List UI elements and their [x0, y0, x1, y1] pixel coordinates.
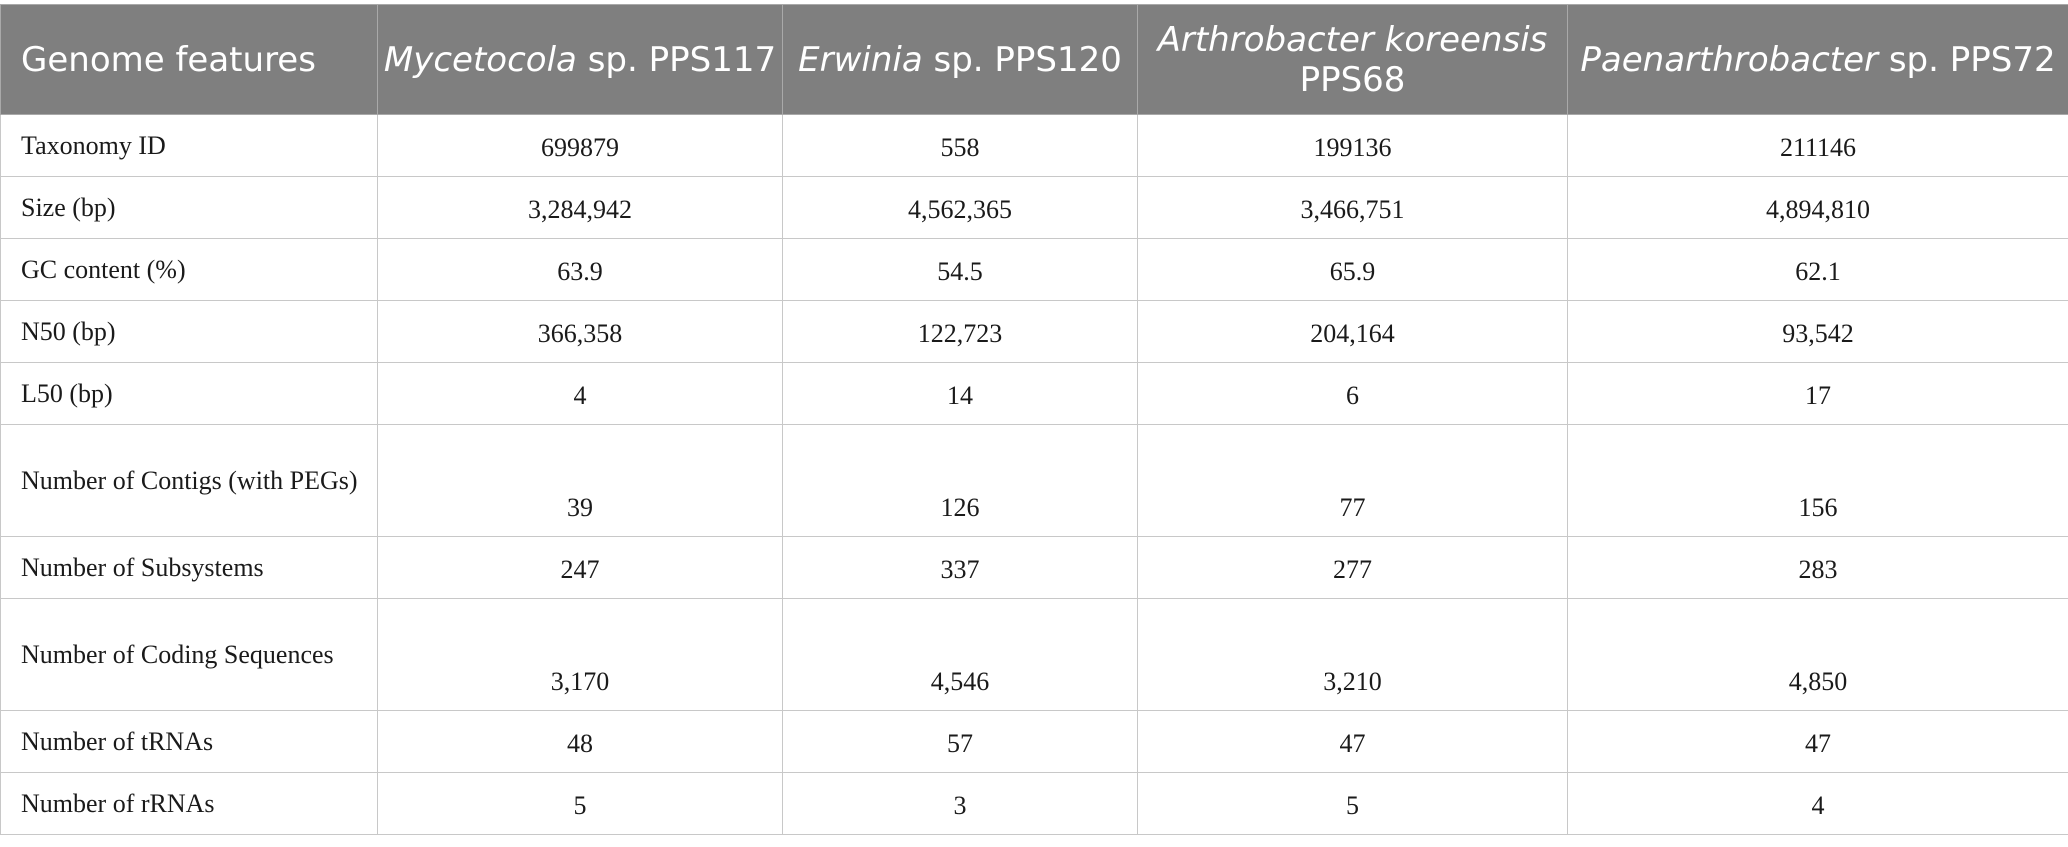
table-cell: 93,542	[1567, 300, 2068, 363]
table-cell: 3,284,942	[377, 176, 783, 239]
table-cell: 65.9	[1137, 238, 1568, 301]
row-label: Size (bp)	[0, 176, 378, 239]
table-cell: 3	[782, 772, 1138, 835]
table-cell: 6	[1137, 362, 1568, 425]
table-cell: 277	[1137, 536, 1568, 599]
table-cell: 14	[782, 362, 1138, 425]
table-row: Number of tRNAs 48 57 47 47	[0, 710, 2068, 773]
table-cell: 3,210	[1137, 598, 1568, 711]
table-cell: 3,170	[377, 598, 783, 711]
table-cell: 4,894,810	[1567, 176, 2068, 239]
table-cell: 211146	[1567, 114, 2068, 177]
table-row: Number of Subsystems 247 337 277 283	[0, 536, 2068, 599]
table-cell: 126	[782, 424, 1138, 537]
table-cell: 48	[377, 710, 783, 773]
row-label: Number of Subsystems	[0, 536, 378, 599]
table-cell: 77	[1137, 424, 1568, 537]
table-cell: 4,562,365	[782, 176, 1138, 239]
table-cell: 3,466,751	[1137, 176, 1568, 239]
table-cell: 283	[1567, 536, 2068, 599]
table-cell: 62.1	[1567, 238, 2068, 301]
table-row: N50 (bp) 366,358 122,723 204,164 93,542	[0, 300, 2068, 363]
table-cell: 122,723	[782, 300, 1138, 363]
genome-features-table: Genome features Mycetocola sp. PPS117 Er…	[0, 4, 2068, 835]
table-cell: 5	[1137, 772, 1568, 835]
row-label: GC content (%)	[0, 238, 378, 301]
table-row: Taxonomy ID 699879 558 199136 211146	[0, 114, 2068, 177]
table-cell: 57	[782, 710, 1138, 773]
row-label: Number of tRNAs	[0, 710, 378, 773]
table-cell: 366,358	[377, 300, 783, 363]
table-cell: 47	[1137, 710, 1568, 773]
header-paenarthrobacter: Paenarthrobacter sp. PPS72	[1567, 4, 2068, 115]
header-genome-features: Genome features	[0, 4, 378, 115]
table-cell: 39	[377, 424, 783, 537]
row-label: Number of Contigs (with PEGs)	[0, 424, 378, 537]
table-row: Size (bp) 3,284,942 4,562,365 3,466,751 …	[0, 176, 2068, 239]
table-cell: 4,546	[782, 598, 1138, 711]
table-cell: 54.5	[782, 238, 1138, 301]
table-cell: 199136	[1137, 114, 1568, 177]
row-label: Taxonomy ID	[0, 114, 378, 177]
header-mycetocola: Mycetocola sp. PPS117	[377, 4, 783, 115]
header-arthrobacter: Arthrobacter koreensis PPS68	[1137, 4, 1568, 115]
table-cell: 47	[1567, 710, 2068, 773]
header-erwinia: Erwinia sp. PPS120	[782, 4, 1138, 115]
table-row: GC content (%) 63.9 54.5 65.9 62.1	[0, 238, 2068, 301]
table-cell: 699879	[377, 114, 783, 177]
table-cell: 4,850	[1567, 598, 2068, 711]
table-row: Number of Contigs (with PEGs) 39 126 77 …	[0, 424, 2068, 537]
table-cell: 247	[377, 536, 783, 599]
table-cell: 4	[1567, 772, 2068, 835]
table-cell: 156	[1567, 424, 2068, 537]
table-row: Number of Coding Sequences 3,170 4,546 3…	[0, 598, 2068, 711]
row-label: Number of Coding Sequences	[0, 598, 378, 711]
table-cell: 63.9	[377, 238, 783, 301]
table-row: L50 (bp) 4 14 6 17	[0, 362, 2068, 425]
header-row: Genome features Mycetocola sp. PPS117 Er…	[0, 4, 2068, 115]
table-cell: 204,164	[1137, 300, 1568, 363]
table-cell: 4	[377, 362, 783, 425]
row-label: L50 (bp)	[0, 362, 378, 425]
table-cell: 558	[782, 114, 1138, 177]
row-label: Number of rRNAs	[0, 772, 378, 835]
table-cell: 337	[782, 536, 1138, 599]
row-label: N50 (bp)	[0, 300, 378, 363]
table-cell: 5	[377, 772, 783, 835]
table-row: Number of rRNAs 5 3 5 4	[0, 772, 2068, 835]
table-cell: 17	[1567, 362, 2068, 425]
